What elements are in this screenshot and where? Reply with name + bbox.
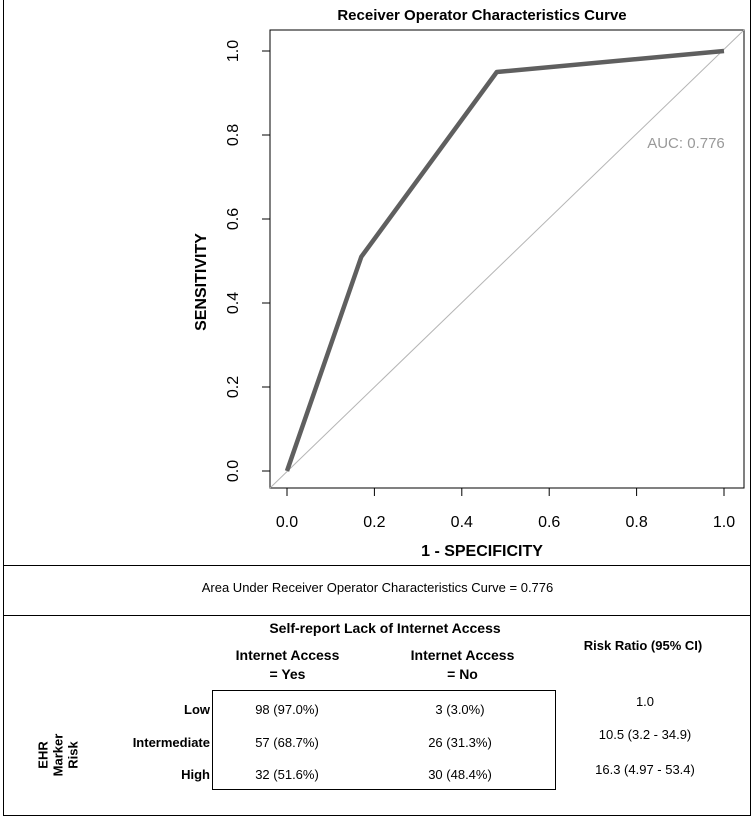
column-header-yes: Internet Access = Yes xyxy=(200,646,375,684)
y-tick-label: 0.6 xyxy=(225,208,242,230)
y-tick-label: 0.8 xyxy=(225,124,242,146)
table-data-box xyxy=(212,690,556,790)
x-tick-label: 0.0 xyxy=(276,514,298,531)
cell-low-yes: 98 (97.0%) xyxy=(255,702,319,717)
y-tick-label: 1.0 xyxy=(225,40,242,62)
cell-intermediate-yes: 57 (68.7%) xyxy=(255,735,319,750)
cell-low-rr: 1.0 xyxy=(635,694,655,709)
row-label-intermediate: Intermediate xyxy=(132,735,210,750)
x-tick-label: 0.2 xyxy=(363,514,385,531)
cell-high-rr: 16.3 (4.97 - 53.4) xyxy=(595,762,695,777)
divider-auc-bottom xyxy=(3,615,751,616)
y-tick-label: 0.4 xyxy=(225,292,242,314)
x-tick-label: 0.4 xyxy=(451,514,473,531)
cell-low-no: 3 (3.0%) xyxy=(435,702,485,717)
column-header-yes-line2: = Yes xyxy=(269,666,306,682)
cell-intermediate-no: 26 (31.3%) xyxy=(428,735,492,750)
reference-diagonal-line xyxy=(269,29,745,489)
risk-ratio-header: Risk Ratio (95% CI) xyxy=(583,638,703,653)
row-label-high: High xyxy=(181,767,210,782)
table-section-title: Self-report Lack of Internet Access xyxy=(269,620,501,636)
chart-title: Receiver Operator Characteristics Curve xyxy=(337,7,626,24)
divider-chart-bottom xyxy=(3,565,751,566)
x-axis-label: 1 - SPECIFICITY xyxy=(421,543,543,560)
x-tick-label: 1.0 xyxy=(713,514,735,531)
figure-frame xyxy=(3,0,751,816)
column-header-no-line1: Internet Access xyxy=(410,647,515,663)
y-tick-label: 0.0 xyxy=(225,460,242,482)
column-header-no-line2: = No xyxy=(447,666,478,682)
y-tick-label: 0.2 xyxy=(225,376,242,398)
roc-chart: Receiver Operator Characteristics Curve … xyxy=(193,7,745,560)
x-tick-label: 0.8 xyxy=(625,514,647,531)
row-label-low: Low xyxy=(184,702,210,717)
y-axis-label: SENSITIVITY xyxy=(193,233,210,331)
auc-summary-text: Area Under Receiver Operator Characteris… xyxy=(201,580,554,595)
column-header-yes-line1: Internet Access xyxy=(235,647,340,663)
roc-curve-line xyxy=(284,48,725,472)
cell-high-yes: 32 (51.6%) xyxy=(255,767,319,782)
cell-intermediate-rr: 10.5 (3.2 - 34.9) xyxy=(598,727,692,742)
column-header-no: Internet Access = No xyxy=(375,646,550,684)
auc-annotation: AUC: 0.776 xyxy=(647,135,725,152)
cell-high-no: 30 (48.4%) xyxy=(428,767,492,782)
x-tick-label: 0.6 xyxy=(538,514,560,531)
